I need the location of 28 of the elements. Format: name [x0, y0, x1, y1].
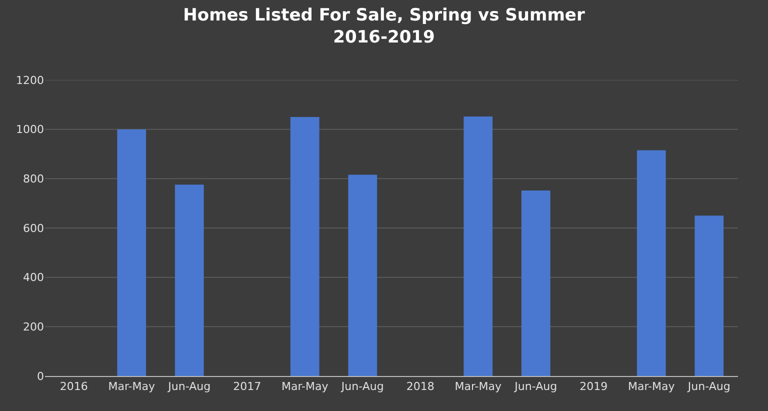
bar: [290, 117, 320, 376]
bar: [174, 184, 204, 376]
bar: [694, 216, 724, 376]
x-tick-label: Mar-May: [281, 380, 329, 394]
bar: [521, 190, 550, 376]
y-tick-label: 400: [23, 271, 44, 284]
bar: [117, 129, 146, 376]
x-tick-label: 2016: [60, 380, 88, 394]
chart-title: Homes Listed For Sale, Spring vs Summer 2016-2019: [183, 6, 586, 48]
x-tick-label: Jun-Aug: [686, 380, 730, 394]
x-tick-label: Mar-May: [628, 380, 676, 394]
bar: [464, 116, 493, 376]
y-tick-label: 200: [23, 320, 44, 334]
x-tick-label: 2017: [233, 380, 262, 394]
y-tick-label: 800: [23, 172, 44, 186]
y-tick-label: 1200: [16, 74, 44, 87]
x-tick-label: Jun-Aug: [340, 380, 384, 394]
x-tick-label: 2018: [406, 380, 434, 394]
x-tick-label: Mar-May: [108, 380, 156, 394]
x-tick-label: Jun-Aug: [514, 380, 558, 394]
x-tick-label: Jun-Aug: [167, 380, 211, 394]
x-tick-label: 2019: [580, 380, 608, 394]
y-tick-label: 600: [23, 222, 44, 235]
bar: [636, 150, 666, 376]
y-tick-label: 0: [37, 370, 44, 383]
x-tick-label: Mar-May: [454, 380, 502, 394]
y-tick-label: 1000: [16, 123, 44, 136]
bar: [348, 174, 378, 376]
